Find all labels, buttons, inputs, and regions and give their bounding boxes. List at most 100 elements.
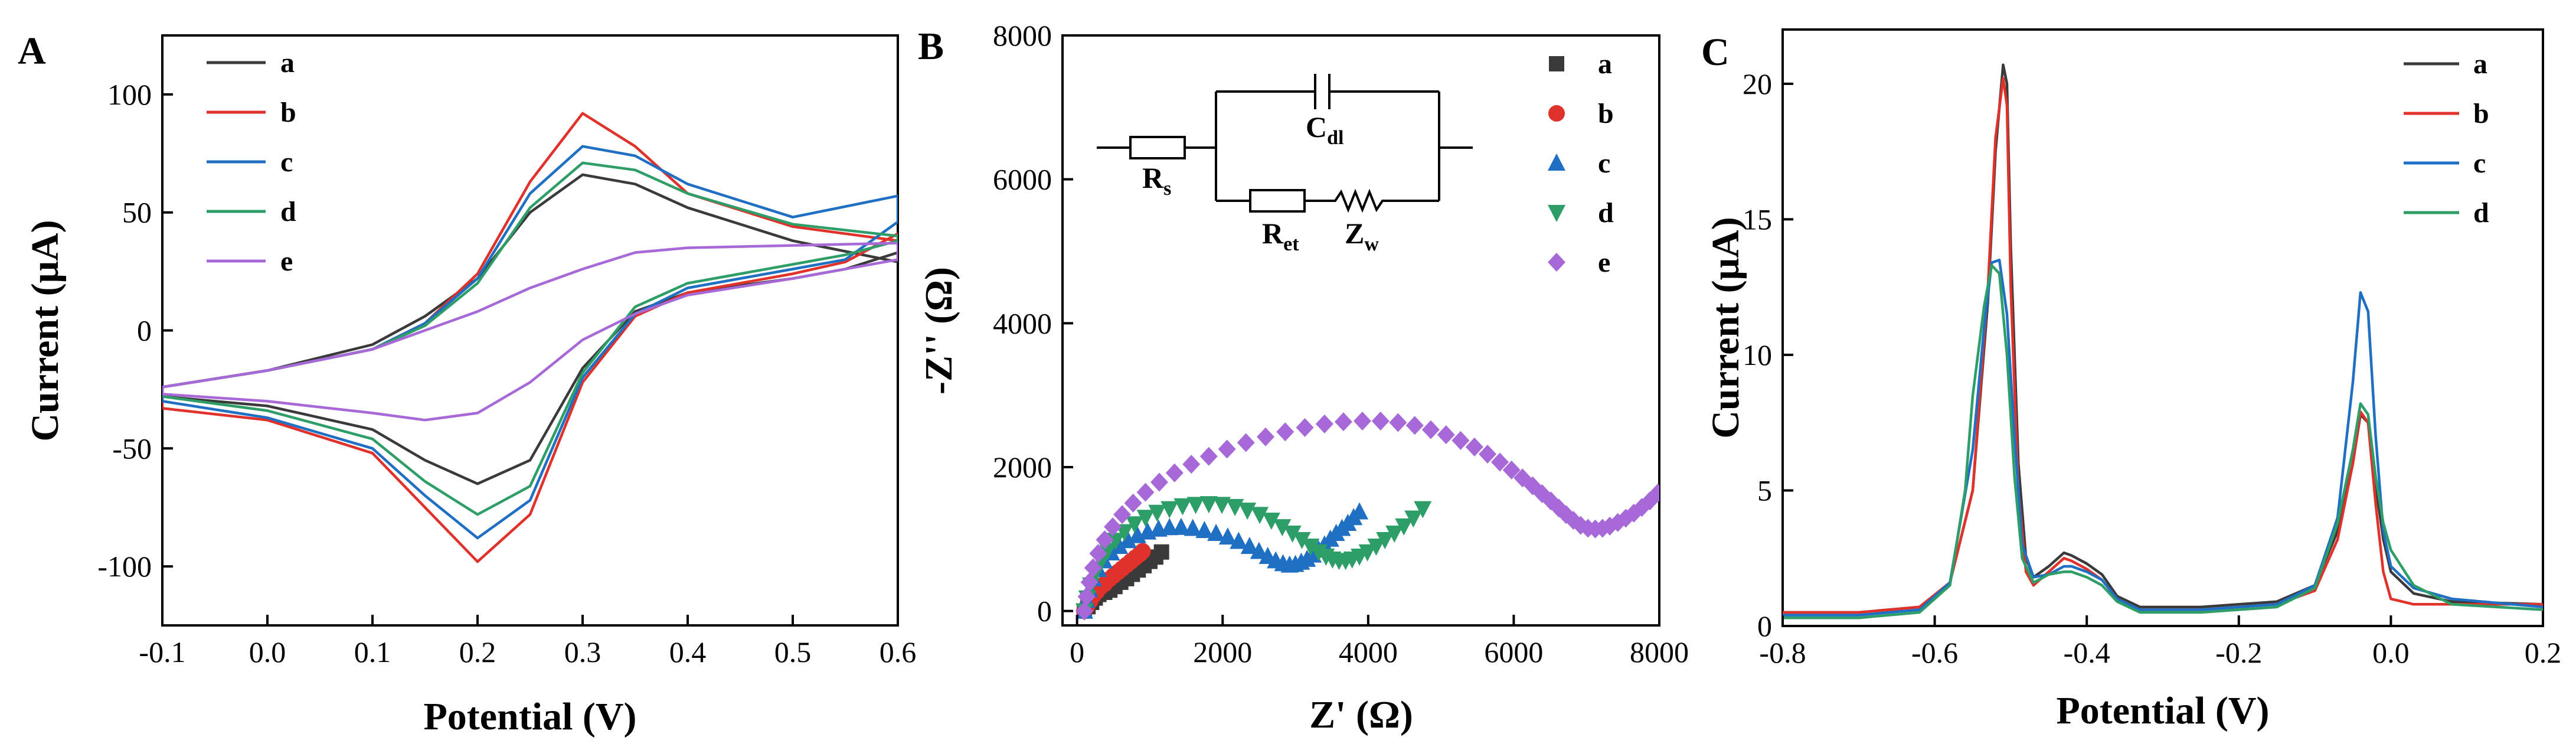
- panel-b-point-c: [1119, 531, 1137, 549]
- panel-a-x-tick-label: 0.3: [564, 635, 601, 669]
- panel-a-legend-label-a: a: [280, 47, 295, 79]
- panel-b-point-e: [1353, 412, 1371, 431]
- panel-b-point-d: [1136, 510, 1155, 527]
- panel-b-point-e: [1405, 416, 1424, 435]
- panel-a-axes: -0.1 0.0 0.1 0.2 0.3 0.4 0.5 0.6 -100 -50 0 50 100: [97, 78, 916, 669]
- panel-b-point-e: [1080, 572, 1099, 592]
- panel-b-point-d: [1238, 503, 1257, 520]
- panel-b-point-e: [1465, 437, 1483, 456]
- circuit-warburg-zw: [1305, 188, 1439, 213]
- panel-b-point-a: [1153, 544, 1169, 560]
- panel-a: A -0.1 0.0 0.1 0.2 0.3 0.4 0.5 0.6 -100 -50 0 50 100…: [18, 30, 916, 738]
- panel-b-point-e: [1075, 601, 1093, 621]
- panel-b-x-tick-label: 0: [1070, 635, 1084, 669]
- panel-c-letter: C: [1701, 31, 1730, 74]
- panel-a-legend-label-d: d: [280, 196, 296, 227]
- panel-a-series-b: [162, 112, 898, 563]
- panel-c-data-layer: [1783, 63, 2543, 619]
- panel-a-x-tick-label: 0.5: [774, 635, 812, 669]
- panel-c-y-tick-label: 0: [1757, 609, 1772, 643]
- panel-b-y-axis-label: -Z'' (Ω): [917, 267, 960, 394]
- panel-b-point-d: [1309, 544, 1328, 562]
- panel-c-x-tick-label: 0.2: [2525, 636, 2562, 669]
- panel-c-legend-label-a: a: [2473, 48, 2487, 80]
- circuit-resistor-ret: [1249, 189, 1306, 213]
- panel-b-point-d: [1385, 526, 1404, 543]
- panel-b-point-d: [1367, 538, 1385, 556]
- panel-b-x-axis-label: Z' (Ω): [1309, 693, 1413, 736]
- panel-c-x-tick-label: -0.8: [1759, 636, 1806, 669]
- panel-b-legend-marker-c: [1548, 154, 1565, 171]
- panel-b-point-c: [1240, 536, 1258, 554]
- panel-b-point-e: [1077, 587, 1096, 606]
- panel-b-point-e: [1136, 482, 1155, 502]
- panel-c-y-tick-label: 5: [1757, 474, 1772, 507]
- panel-b-letter: B: [918, 25, 944, 68]
- panel-a-y-tick-label: 50: [122, 196, 152, 229]
- panel-c-legend-label-b: b: [2473, 98, 2489, 129]
- panel-b-point-d: [1395, 518, 1413, 536]
- panel-b-point-e: [1334, 412, 1352, 432]
- panel-b-point-e: [1649, 483, 1659, 503]
- panel-a-y-tick-label: 0: [137, 314, 152, 347]
- panel-b-point-e: [1421, 420, 1440, 439]
- panel-a-y-tick-label: -50: [112, 432, 152, 465]
- panel-b-plot-frame: [1061, 34, 1660, 627]
- panel-b-point-d: [1160, 501, 1179, 519]
- panel-b-point-d: [1251, 507, 1269, 524]
- panel-c-series-c: [1783, 258, 2543, 617]
- panel-a-x-tick-label: 0.1: [354, 635, 391, 669]
- panel-b-point-d: [1414, 501, 1432, 519]
- panel-b-legend-marker-d: [1548, 205, 1565, 222]
- panel-c-x-tick-label: -0.2: [2215, 636, 2262, 669]
- panel-b-point-c: [1184, 519, 1202, 536]
- panel-a-y-tick-label: -100: [97, 550, 152, 583]
- panel-b-point-e: [1096, 530, 1114, 550]
- panel-b-legend-marker-b: [1548, 105, 1565, 122]
- panel-b-point-c: [1351, 502, 1369, 520]
- panel-b-point-e: [1502, 460, 1521, 480]
- panel-b-point-e: [1315, 414, 1333, 433]
- panel-c-legend-label-c: c: [2473, 148, 2486, 179]
- panel-b-point-c: [1110, 536, 1129, 554]
- panel-b-series-c: [1075, 502, 1369, 619]
- panel-b-legend-label-e: e: [1598, 247, 1610, 278]
- panel-b-data-layer: [1075, 412, 1659, 621]
- panel-b-point-e: [1296, 418, 1314, 437]
- panel-c-plot-frame: [1781, 28, 2544, 627]
- panel-b-series-e: [1075, 412, 1659, 621]
- panel-b-point-c: [1172, 517, 1190, 535]
- panel-b-point-d: [1273, 519, 1292, 537]
- panel-c-x-tick-label: -0.4: [2064, 636, 2110, 669]
- panel-b-x-tick-label: 6000: [1484, 635, 1543, 669]
- panel-b-legend-label-b: b: [1598, 98, 1614, 129]
- panel-b-point-b: [1134, 543, 1151, 560]
- panel-c-y-axis-label: Current (μA): [1704, 217, 1747, 438]
- panel-b-point-e: [1490, 452, 1509, 472]
- panel-a-y-axis-label: Current (μA): [24, 220, 67, 441]
- panel-b-point-e: [1371, 412, 1390, 431]
- panel-b-point-e: [1089, 544, 1107, 563]
- panel-a-legend-label-b: b: [280, 97, 296, 128]
- panel-b-point-d: [1199, 496, 1218, 514]
- panel-a-series-e: [162, 242, 898, 422]
- panel-b-point-e: [1113, 505, 1132, 524]
- panel-b-point-d: [1186, 497, 1205, 514]
- panel-a-data-layer: [162, 112, 898, 563]
- panel-b-y-tick-label: 2000: [993, 451, 1052, 484]
- panel-b-point-e: [1150, 472, 1168, 492]
- panel-b-x-tick-label: 8000: [1630, 635, 1689, 669]
- panel-b-point-e: [1084, 558, 1102, 578]
- panel-b-point-e: [1452, 431, 1470, 450]
- panel-a-x-tick-label: 0.4: [669, 635, 707, 669]
- circuit-label-zw: Zw: [1345, 217, 1379, 255]
- panel-c-x-axis-label: Potential (V): [2056, 689, 2269, 732]
- panel-b-point-d: [1302, 538, 1320, 556]
- panel-b-point-c: [1250, 542, 1268, 559]
- panel-b-y-tick-label: 6000: [993, 163, 1052, 196]
- panel-c-series-a: [1783, 63, 2543, 614]
- panel-a-series-d: [162, 161, 898, 516]
- panel-c-x-tick-label: 0.0: [2372, 636, 2410, 669]
- panel-a-letter: A: [18, 30, 46, 73]
- panel-c-series-d: [1783, 264, 2543, 619]
